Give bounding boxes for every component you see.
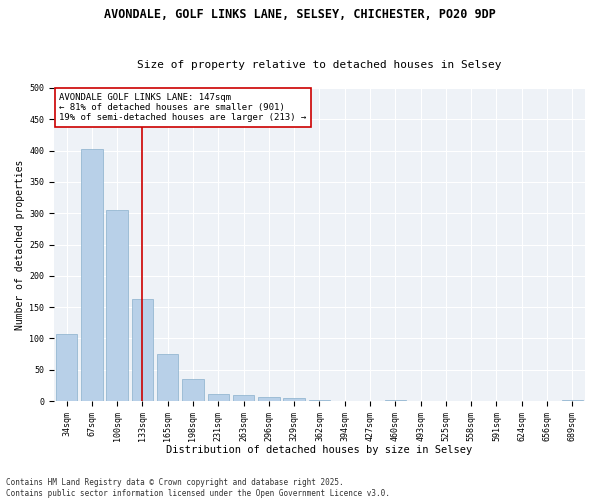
Text: Contains HM Land Registry data © Crown copyright and database right 2025.
Contai: Contains HM Land Registry data © Crown c… [6,478,390,498]
Bar [283,398,305,401]
Bar [308,400,330,401]
Bar [56,334,77,401]
Bar [106,210,128,401]
Bar [208,394,229,401]
Title: Size of property relative to detached houses in Selsey: Size of property relative to detached ho… [137,60,502,70]
Text: AVONDALE, GOLF LINKS LANE, SELSEY, CHICHESTER, PO20 9DP: AVONDALE, GOLF LINKS LANE, SELSEY, CHICH… [104,8,496,20]
X-axis label: Distribution of detached houses by size in Selsey: Distribution of detached houses by size … [166,445,473,455]
Bar [81,150,103,401]
Bar [182,378,204,401]
Bar [233,395,254,401]
Bar [385,400,406,401]
Bar [157,354,178,401]
Y-axis label: Number of detached properties: Number of detached properties [15,160,25,330]
Bar [258,396,280,401]
Text: AVONDALE GOLF LINKS LANE: 147sqm
← 81% of detached houses are smaller (901)
19% : AVONDALE GOLF LINKS LANE: 147sqm ← 81% o… [59,92,307,122]
Bar [131,299,153,401]
Bar [562,400,583,401]
